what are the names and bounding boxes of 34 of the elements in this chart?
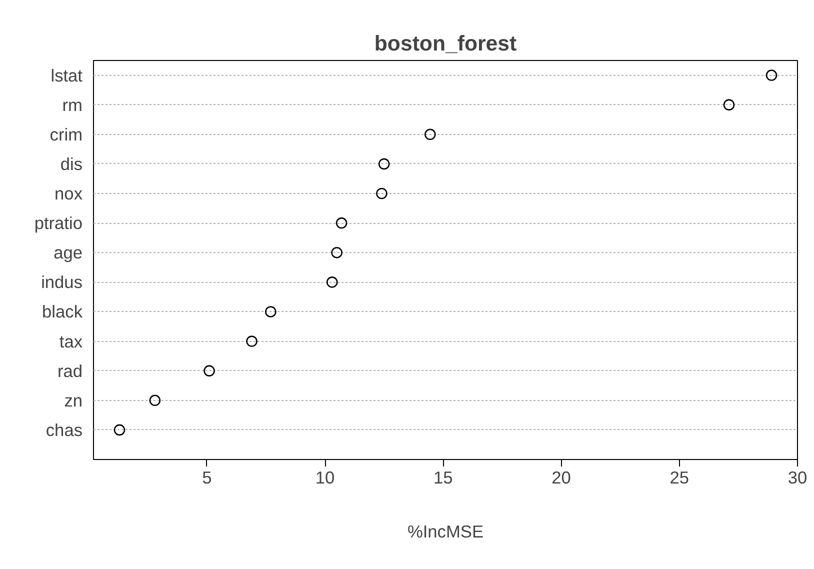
point	[114, 424, 126, 436]
x-tick-label: 20	[552, 468, 571, 488]
point	[204, 365, 215, 376]
point	[326, 276, 338, 288]
point	[336, 217, 348, 229]
point	[376, 188, 388, 200]
point	[265, 306, 276, 318]
y-tick-label: crim	[50, 124, 82, 144]
y-tick-label: chas	[46, 420, 83, 440]
y-tick-label: rm	[62, 94, 83, 115]
x-tick-label: 15	[434, 468, 453, 488]
y-tick-label: nox	[54, 184, 83, 204]
y-tick-label: age	[54, 242, 83, 263]
point	[723, 99, 735, 110]
y-tick-label: indus	[41, 272, 83, 292]
y-tick-label: tax	[59, 331, 83, 352]
point	[246, 336, 258, 347]
y-tick-label: rad	[57, 360, 82, 381]
x-tick-label: 30	[788, 468, 808, 488]
point	[331, 246, 342, 258]
point	[149, 394, 161, 406]
x-axis-title: %IncMSE	[407, 522, 484, 542]
x-tick-label: 10	[315, 468, 335, 488]
point	[766, 70, 778, 81]
y-tick-label: ptratio	[34, 213, 83, 234]
x-tick-label: 25	[670, 468, 690, 488]
y-tick-label: black	[42, 302, 83, 322]
y-tick-label: lstat	[50, 65, 83, 86]
chart-title: boston_forest	[374, 32, 517, 56]
point	[424, 128, 436, 140]
point	[378, 158, 390, 170]
x-tick-label: 5	[202, 468, 212, 488]
y-tick-label: dis	[60, 154, 83, 174]
y-tick-label: zn	[64, 390, 83, 410]
